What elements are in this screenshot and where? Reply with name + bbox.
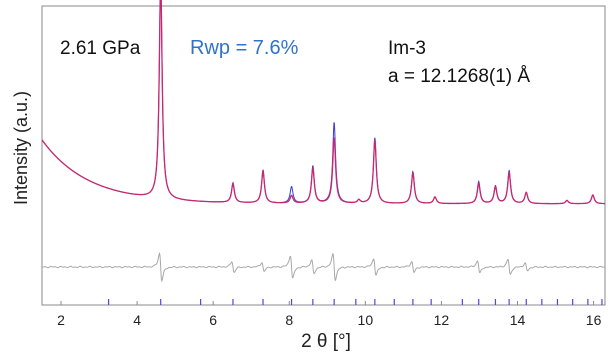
- annotation-rwp: Rwp = 7.6%: [190, 37, 299, 59]
- annotation-lattice: a = 12.1268(1) Å: [388, 66, 530, 87]
- x-tick-label: 8: [285, 312, 293, 328]
- plot-area: 2 4 6 8 10 12 14 16: [41, 0, 606, 328]
- y-axis-label: Intensity (a.u.): [11, 91, 31, 205]
- annotation-pressure: 2.61 GPa: [60, 38, 141, 59]
- x-tick-label: 4: [133, 312, 141, 328]
- plot-frame: [41, 5, 606, 306]
- series-difference: [41, 251, 606, 283]
- x-tick-label: 14: [510, 312, 526, 328]
- series-calculated: [41, 0, 606, 205]
- annotation-space-group: Im-3: [388, 38, 426, 59]
- series-observed: [41, 0, 606, 205]
- x-axis-label: 2 θ [°]: [301, 331, 351, 352]
- x-tick-label: 16: [586, 312, 602, 328]
- x-tick-label: 12: [434, 312, 450, 328]
- x-tick-label: 10: [358, 312, 374, 328]
- x-tick-label: 6: [209, 312, 217, 328]
- x-tick-label: 2: [57, 312, 65, 328]
